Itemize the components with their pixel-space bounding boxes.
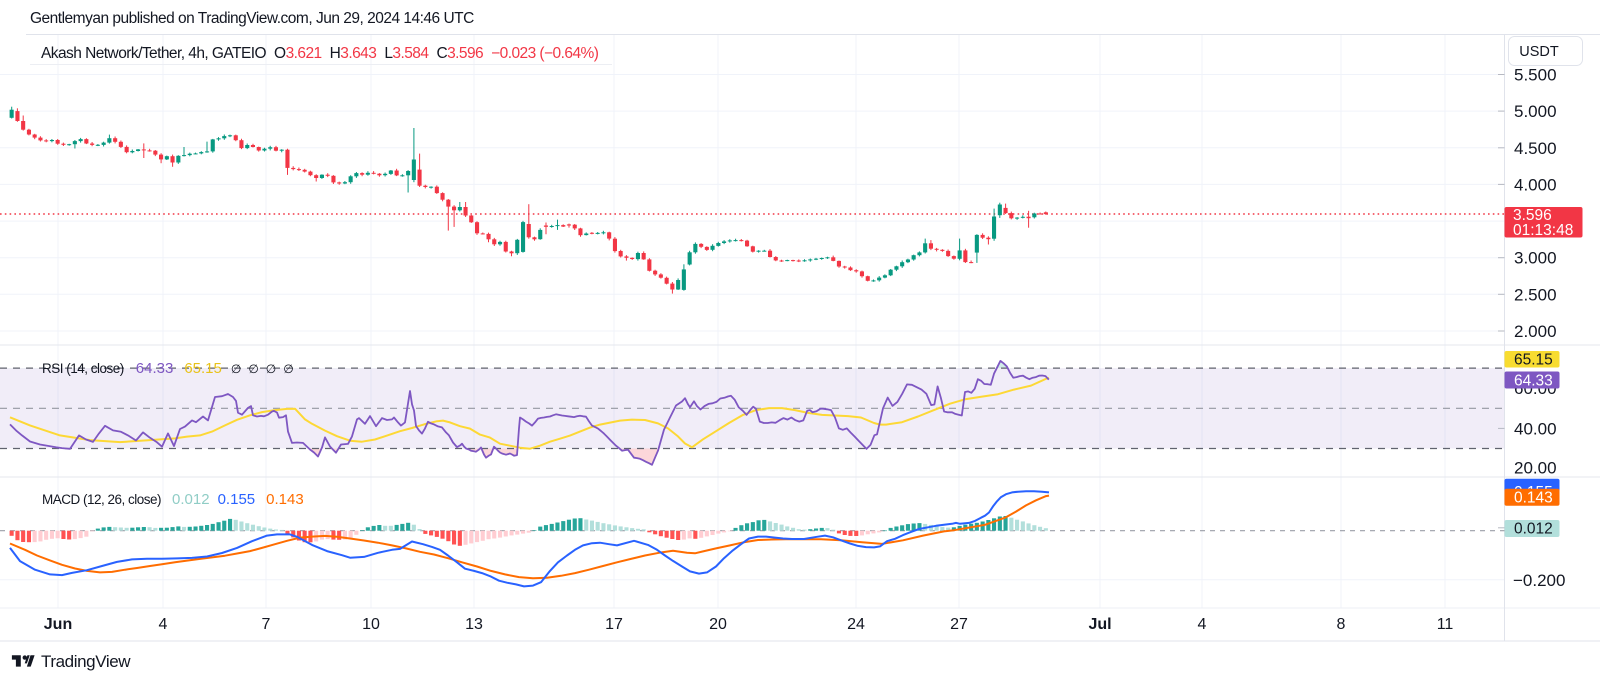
svg-text:2.500: 2.500 [1514, 285, 1557, 304]
svg-text:Gentlemyan published on Tradin: Gentlemyan published on TradingView.com,… [30, 10, 474, 27]
svg-text:65.15: 65.15 [1514, 352, 1553, 369]
svg-text:17: 17 [605, 616, 623, 633]
svg-text:TradingView: TradingView [41, 652, 131, 671]
svg-text:8: 8 [1337, 616, 1346, 633]
svg-text:01:13:48: 01:13:48 [1513, 222, 1573, 239]
svg-text:0.143: 0.143 [1514, 490, 1553, 507]
svg-text:27: 27 [950, 616, 968, 633]
svg-text:3.000: 3.000 [1514, 249, 1557, 268]
svg-text:0.012: 0.012 [1514, 521, 1553, 538]
svg-text:−0.200: −0.200 [1513, 571, 1565, 590]
svg-text:20: 20 [709, 616, 727, 633]
svg-text:4.000: 4.000 [1514, 175, 1557, 194]
svg-text:13: 13 [465, 616, 483, 633]
svg-text:USDT: USDT [1519, 44, 1559, 60]
svg-text:7: 7 [262, 616, 271, 633]
svg-text:Jul: Jul [1088, 616, 1111, 633]
svg-text:4: 4 [159, 616, 168, 633]
svg-text:40.00: 40.00 [1514, 419, 1557, 438]
svg-text:10: 10 [362, 616, 380, 633]
svg-text:5.500: 5.500 [1514, 66, 1557, 85]
svg-text:Jun: Jun [44, 616, 72, 633]
svg-text:5.000: 5.000 [1514, 102, 1557, 121]
svg-text:Akash Network/Tether, 4h, GATE: Akash Network/Tether, 4h, GATEIO O3.621 H3… [41, 45, 599, 62]
svg-text:2.000: 2.000 [1514, 322, 1557, 341]
svg-text:64.33: 64.33 [1514, 373, 1553, 390]
svg-text:3.596: 3.596 [1513, 207, 1552, 224]
svg-text:4: 4 [1198, 616, 1207, 633]
svg-text:20.00: 20.00 [1514, 459, 1557, 478]
svg-text:24: 24 [847, 616, 865, 633]
svg-text:11: 11 [1437, 616, 1454, 633]
svg-text:4.500: 4.500 [1514, 139, 1557, 158]
